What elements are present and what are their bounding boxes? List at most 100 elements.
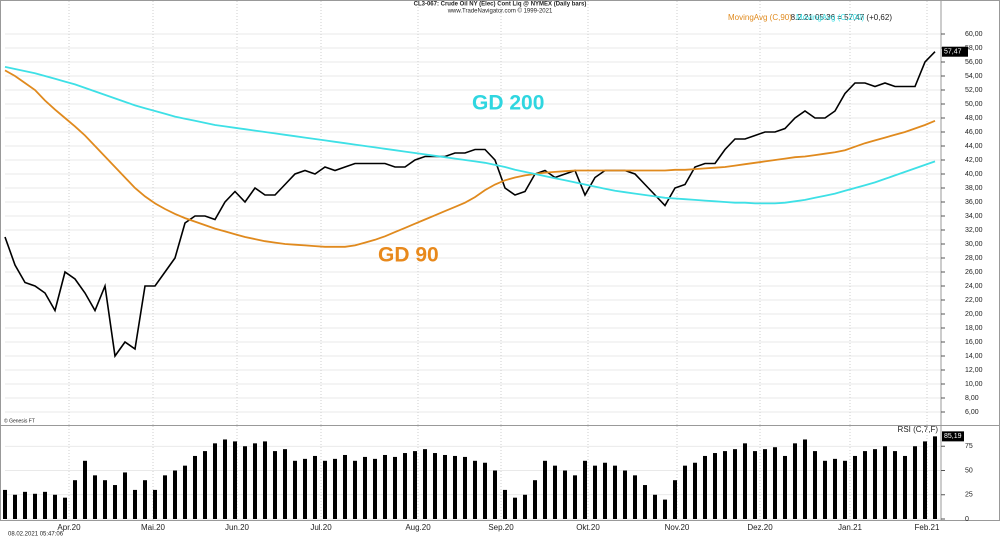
bar [13, 494, 17, 519]
bar [503, 489, 507, 519]
rsi-box [942, 431, 964, 442]
y-tick-label: 60,00 [965, 31, 983, 38]
bar [383, 454, 387, 519]
bar [553, 465, 557, 519]
bar [143, 480, 147, 519]
bar [713, 453, 717, 519]
bar [263, 441, 267, 519]
bar [183, 465, 187, 519]
y-tick-label: 50 [965, 467, 973, 474]
x-tick-label: Aug.20 [405, 523, 431, 532]
bar [33, 493, 37, 519]
bar [223, 439, 227, 519]
bar [783, 455, 787, 519]
bar [293, 460, 297, 519]
y-tick-label: 75 [965, 443, 973, 450]
bar [493, 470, 497, 519]
bar [533, 480, 537, 519]
bar [313, 455, 317, 519]
bar [523, 494, 527, 519]
info-text: 8.2.21 05:36 = 57,47 (+0,62) [791, 13, 893, 22]
bar [443, 454, 447, 519]
price-label: 57,47 [944, 49, 962, 56]
bar [353, 460, 357, 519]
y-tick-label: 38,00 [965, 185, 983, 192]
x-tick-label: Okt.20 [576, 523, 600, 532]
bar [363, 456, 367, 519]
bar [923, 441, 927, 519]
bar [103, 480, 107, 519]
y-tick-label: 42,00 [965, 157, 983, 164]
timestamp: 08.02.2021 05:47:06 [8, 532, 64, 538]
y-tick-label: 6,00 [965, 409, 979, 416]
bar [573, 475, 577, 519]
x-tick-label: Jan.21 [838, 523, 863, 532]
x-tick-label: Jun.20 [225, 523, 250, 532]
y-tick-label: 10,00 [965, 381, 983, 388]
bar [403, 453, 407, 519]
bar [393, 456, 397, 519]
bar [903, 455, 907, 519]
bar [63, 497, 67, 519]
bar [163, 475, 167, 519]
bar [773, 447, 777, 519]
x-tick-label: Apr.20 [57, 523, 81, 532]
bar [43, 491, 47, 519]
bar [173, 470, 177, 519]
bar [273, 451, 277, 519]
rsi-title: RSI (C,7,F) [898, 425, 939, 434]
legend-entry: MovingAvg (C,90) [728, 13, 792, 22]
bar [133, 489, 137, 519]
x-tick-label: Sep.20 [488, 523, 514, 532]
bar [793, 443, 797, 519]
bar [673, 480, 677, 519]
bar [413, 451, 417, 519]
bar [473, 460, 477, 519]
bar [883, 446, 887, 519]
bar [233, 441, 237, 519]
bar [193, 455, 197, 519]
y-tick-label: 44,00 [965, 143, 983, 150]
chart-subtitle: www.TradeNavigator.com © 1999-2021 [447, 8, 553, 15]
bar [253, 443, 257, 519]
bar [813, 451, 817, 519]
bar [683, 465, 687, 519]
bar [433, 453, 437, 519]
series-line [4, 66, 936, 205]
bar [463, 456, 467, 519]
bar [613, 465, 617, 519]
y-tick-label: 28,00 [965, 255, 983, 262]
series-line [4, 51, 936, 359]
bar [913, 446, 917, 519]
bar [423, 449, 427, 519]
y-tick-label: 50,00 [965, 101, 983, 108]
bar [823, 460, 827, 519]
bar [623, 470, 627, 519]
x-tick-label: Feb.21 [915, 523, 940, 532]
y-tick-label: 8,00 [965, 395, 979, 402]
bar [803, 439, 807, 519]
bar [303, 458, 307, 519]
y-tick-label: 58,00 [965, 45, 983, 52]
y-tick-label: 52,00 [965, 87, 983, 94]
bar [53, 494, 57, 519]
x-tick-label: Jul.20 [310, 523, 332, 532]
y-tick-label: 14,00 [965, 353, 983, 360]
y-tick-label: 30,00 [965, 241, 983, 248]
bar [483, 462, 487, 519]
source-note: © Genesis FT [4, 417, 35, 424]
bar [933, 436, 937, 519]
bar [343, 454, 347, 519]
bar [513, 497, 517, 519]
bar [743, 443, 747, 519]
bar [653, 494, 657, 519]
bar [323, 460, 327, 519]
bar [583, 460, 587, 519]
y-tick-label: 18,00 [965, 325, 983, 332]
series-line [4, 69, 936, 248]
bar [93, 475, 97, 519]
bar [603, 462, 607, 519]
bar [733, 449, 737, 519]
